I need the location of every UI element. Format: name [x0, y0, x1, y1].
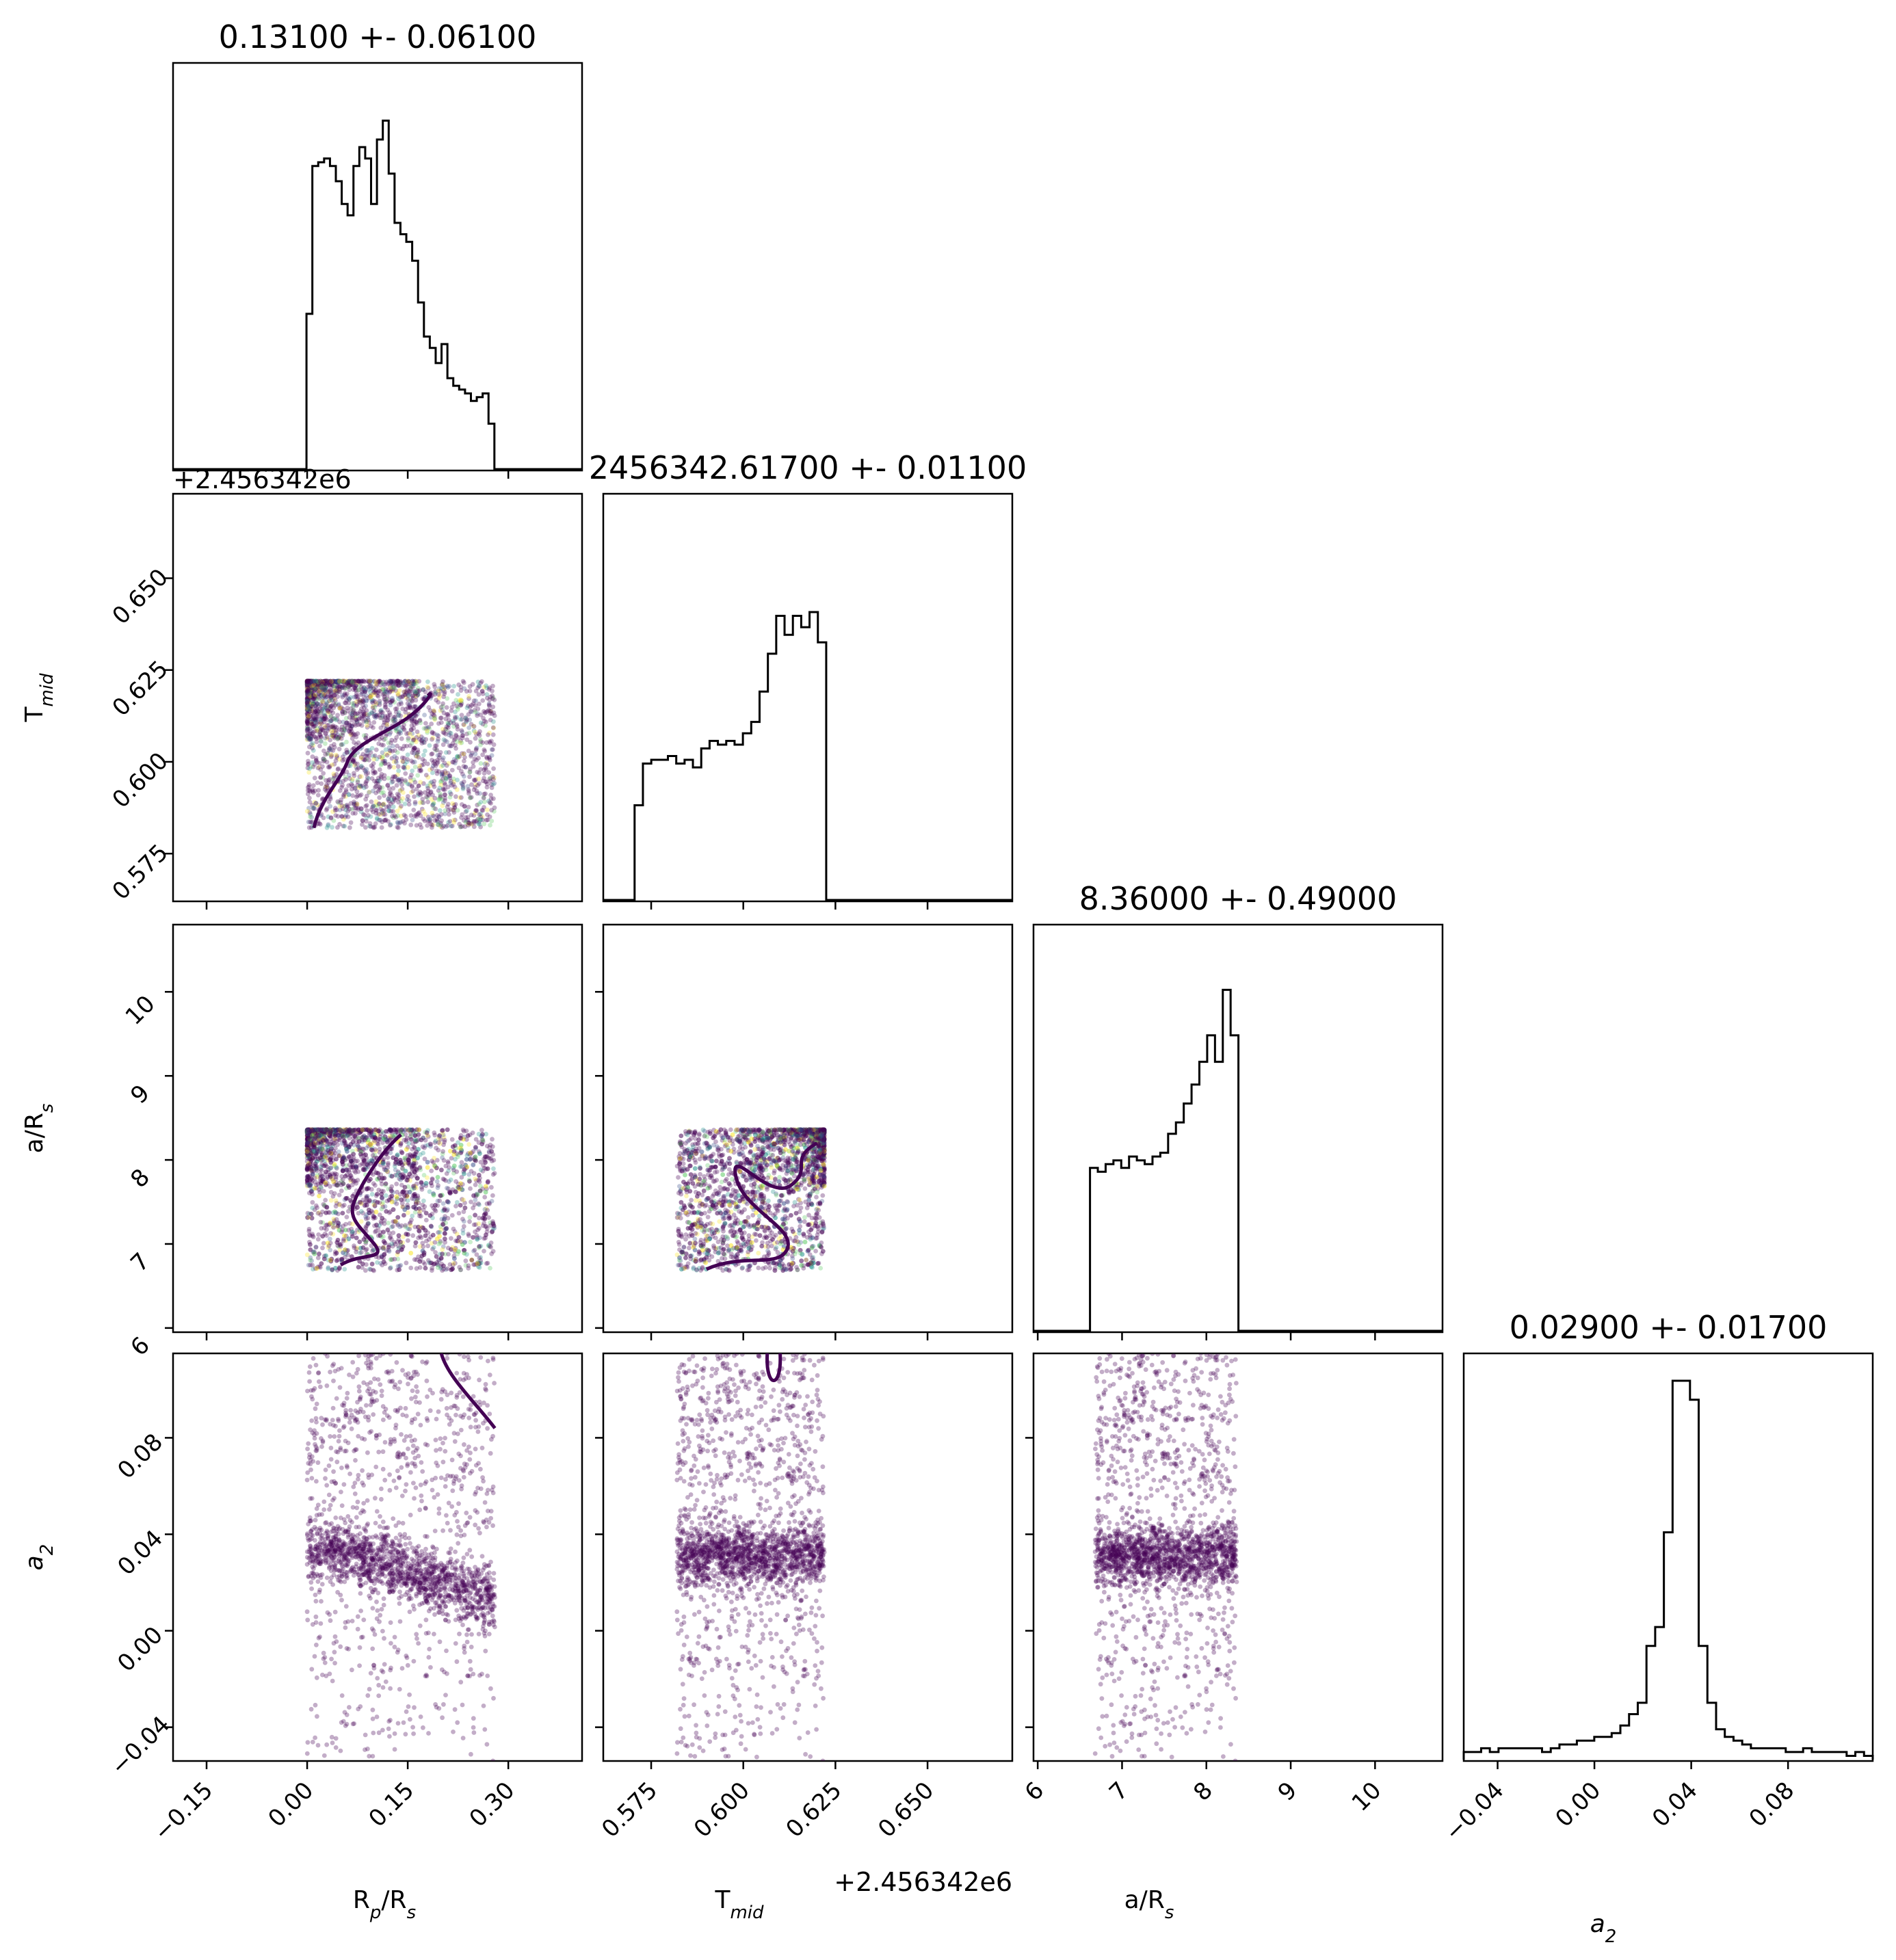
panel-frame-tmid-ars [602, 923, 1014, 1334]
x-tick-label-rp: −0.15 [148, 1777, 218, 1846]
y-axis-label-a2: a2 [21, 1544, 57, 1571]
y-tick-label-tmid: 0.650 [107, 564, 174, 630]
histogram-a2 [1462, 1379, 1874, 1760]
y-tick-label-ars: 10 [120, 990, 161, 1031]
x-tick-label-a2: 0.00 [1550, 1777, 1606, 1833]
x-tick-label-tmid: 0.650 [873, 1777, 939, 1843]
y-offset-label-tmid: +2.456342e6 [173, 464, 352, 494]
y-tick-label-a2: −0.04 [105, 1711, 175, 1781]
y-tick-label-tmid: 0.575 [107, 839, 174, 905]
contour-rp-tmid [312, 692, 432, 829]
contour-rp-ars [339, 1133, 402, 1267]
scatter-tmid-a2 [674, 1353, 827, 1761]
y-tick-label-a2: 0.00 [112, 1621, 168, 1678]
x-tick-label-ars: 9 [1273, 1777, 1303, 1807]
x-tick-label-ars: 7 [1104, 1777, 1134, 1807]
panel-frame-rp-tmid [172, 492, 583, 903]
x-tick-label-a2: −0.04 [1440, 1777, 1510, 1846]
panel-frame-rp-ars [172, 923, 583, 1334]
y-tick-label-ars: 9 [125, 1079, 155, 1109]
histogram-title-rp: 0.13100 +- 0.06100 [219, 18, 537, 55]
y-tick-label-ars: 6 [125, 1332, 155, 1362]
contour-tmid-a2 [765, 1353, 782, 1383]
panel-frame-rp-a2 [172, 1352, 583, 1762]
histogram-tmid [603, 611, 1012, 901]
x-tick-label-rp: 0.00 [263, 1777, 319, 1833]
x-offset-label-tmid: +2.456342e6 [834, 1867, 1012, 1897]
histogram-title-a2: 0.02900 +- 0.01700 [1510, 1309, 1828, 1346]
x-tick-label-ars: 6 [1020, 1777, 1050, 1807]
x-axis-label-ars: a/Rs [1124, 1886, 1174, 1923]
panel-frame-ars-a2 [1032, 1352, 1444, 1762]
histogram-rp [173, 119, 582, 471]
x-tick-label-tmid: 0.575 [596, 1777, 663, 1843]
scatter-tmid-ars [674, 1127, 827, 1273]
x-tick-label-rp: 0.15 [363, 1777, 419, 1833]
x-axis-label-rp: Rp/Rs [353, 1886, 416, 1923]
histogram-title-ars: 8.36000 +- 0.49000 [1079, 880, 1397, 917]
contour-tmid-ars [705, 1141, 818, 1271]
panel-frame-a2-a2 [1462, 1352, 1874, 1762]
x-tick-label-a2: 0.04 [1647, 1777, 1703, 1833]
x-tick-label-a2: 0.08 [1744, 1777, 1800, 1833]
panel-frame-tmid-tmid [602, 492, 1014, 903]
scatter-rp-a2 [304, 1353, 497, 1761]
y-axis-label-ars: a/Rs [21, 1104, 57, 1154]
x-tick-label-tmid: 0.625 [780, 1777, 847, 1843]
y-tick-label-tmid: 0.625 [107, 655, 174, 721]
x-axis-label-tmid: Tmid [714, 1886, 764, 1923]
x-tick-label-tmid: 0.600 [689, 1777, 755, 1843]
y-tick-label-a2: 0.08 [112, 1429, 168, 1485]
panel-frame-rp-rp [172, 62, 583, 472]
panel-frame-ars-ars [1032, 923, 1444, 1334]
panel-frame-tmid-a2 [602, 1352, 1014, 1762]
x-tick-label-rp: 0.30 [464, 1777, 521, 1833]
y-tick-label-ars: 8 [125, 1163, 155, 1193]
y-axis-label-tmid: Tmid [21, 673, 57, 723]
scatter-ars-a2 [1092, 1353, 1239, 1761]
scatter-rp-ars [304, 1127, 497, 1273]
x-tick-label-ars: 8 [1188, 1777, 1218, 1807]
y-tick-label-ars: 7 [125, 1247, 155, 1277]
y-tick-label-a2: 0.04 [112, 1525, 168, 1581]
histogram-ars [1033, 988, 1443, 1332]
contour-rp-a2 [439, 1353, 497, 1429]
x-axis-label-a2: a2 [1590, 1910, 1617, 1947]
histogram-title-tmid: 2456342.61700 +- 0.01100 [589, 449, 1027, 486]
x-tick-label-ars: 10 [1347, 1777, 1387, 1817]
y-tick-label-tmid: 0.600 [107, 747, 174, 813]
scatter-rp-tmid [304, 678, 497, 830]
